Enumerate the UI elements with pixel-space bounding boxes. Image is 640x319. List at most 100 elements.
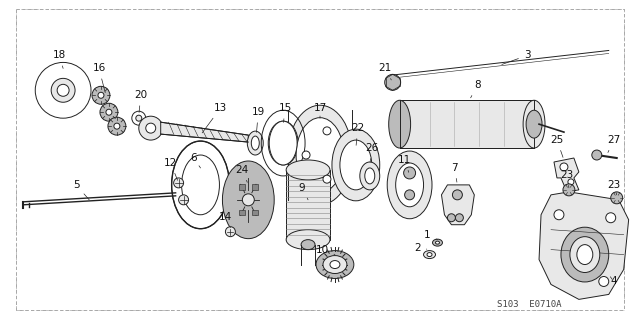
Circle shape xyxy=(108,117,126,135)
Circle shape xyxy=(404,190,415,200)
Text: 1: 1 xyxy=(424,230,438,240)
Text: 22: 22 xyxy=(351,123,364,145)
Text: 17: 17 xyxy=(314,103,326,118)
Ellipse shape xyxy=(433,239,442,246)
Text: 7: 7 xyxy=(451,163,458,182)
Circle shape xyxy=(98,92,104,98)
Text: 5: 5 xyxy=(73,180,89,200)
Polygon shape xyxy=(539,192,628,300)
Ellipse shape xyxy=(323,256,347,273)
Ellipse shape xyxy=(287,105,353,205)
Ellipse shape xyxy=(332,129,380,201)
Ellipse shape xyxy=(570,237,600,272)
Ellipse shape xyxy=(316,251,354,278)
Ellipse shape xyxy=(435,241,440,244)
Ellipse shape xyxy=(247,131,263,155)
Ellipse shape xyxy=(269,121,297,165)
Ellipse shape xyxy=(286,160,330,180)
Text: 11: 11 xyxy=(398,155,412,172)
Ellipse shape xyxy=(577,245,593,264)
Text: 14: 14 xyxy=(219,212,232,228)
Bar xyxy=(252,184,258,190)
Text: 4: 4 xyxy=(611,277,617,286)
Ellipse shape xyxy=(424,251,435,259)
Circle shape xyxy=(447,214,456,222)
Circle shape xyxy=(136,115,142,121)
Circle shape xyxy=(57,84,69,96)
Ellipse shape xyxy=(296,118,344,192)
Circle shape xyxy=(568,179,574,185)
Text: 3: 3 xyxy=(502,50,531,64)
Circle shape xyxy=(173,178,184,188)
Circle shape xyxy=(100,103,118,121)
Circle shape xyxy=(35,63,91,118)
Text: 13: 13 xyxy=(202,103,227,133)
Circle shape xyxy=(385,74,401,90)
Text: 2: 2 xyxy=(414,243,427,253)
Ellipse shape xyxy=(273,128,293,158)
Ellipse shape xyxy=(526,110,542,138)
Text: 20: 20 xyxy=(134,90,147,112)
Text: 9: 9 xyxy=(299,183,308,200)
Circle shape xyxy=(146,123,156,133)
Ellipse shape xyxy=(396,163,424,207)
Ellipse shape xyxy=(268,121,298,165)
Circle shape xyxy=(302,151,310,159)
Text: 12: 12 xyxy=(164,158,177,180)
Ellipse shape xyxy=(182,155,220,215)
Circle shape xyxy=(404,167,415,179)
Circle shape xyxy=(605,213,616,223)
Circle shape xyxy=(92,86,110,104)
Circle shape xyxy=(592,150,602,160)
Circle shape xyxy=(106,109,112,115)
Circle shape xyxy=(563,184,575,196)
Ellipse shape xyxy=(360,162,380,190)
Bar xyxy=(252,210,258,215)
Text: 10: 10 xyxy=(316,245,335,255)
Polygon shape xyxy=(442,185,474,225)
Circle shape xyxy=(611,192,623,204)
Bar xyxy=(239,210,245,215)
Circle shape xyxy=(225,227,236,237)
Text: 6: 6 xyxy=(190,153,200,168)
Circle shape xyxy=(456,214,463,222)
Circle shape xyxy=(132,111,146,125)
Text: 25: 25 xyxy=(550,135,564,157)
Text: 8: 8 xyxy=(470,80,481,98)
Circle shape xyxy=(323,127,331,135)
Circle shape xyxy=(323,175,331,183)
Ellipse shape xyxy=(223,161,274,239)
Polygon shape xyxy=(399,100,534,148)
Ellipse shape xyxy=(286,230,330,249)
Text: 23: 23 xyxy=(607,180,620,195)
Text: 27: 27 xyxy=(607,135,620,152)
Text: 24: 24 xyxy=(236,165,249,182)
Polygon shape xyxy=(161,122,248,142)
Ellipse shape xyxy=(427,253,432,256)
Text: 18: 18 xyxy=(52,50,66,68)
Circle shape xyxy=(51,78,75,102)
Text: 16: 16 xyxy=(92,63,106,93)
Ellipse shape xyxy=(365,168,375,184)
Ellipse shape xyxy=(388,100,411,148)
Circle shape xyxy=(554,210,564,220)
Polygon shape xyxy=(554,158,579,192)
Text: 19: 19 xyxy=(252,107,265,132)
Circle shape xyxy=(139,116,163,140)
Text: 21: 21 xyxy=(378,63,391,80)
Circle shape xyxy=(114,123,120,129)
Circle shape xyxy=(560,163,568,171)
Ellipse shape xyxy=(172,141,229,229)
Text: 26: 26 xyxy=(365,143,378,162)
Circle shape xyxy=(243,194,254,206)
Text: S103  E0710A: S103 E0710A xyxy=(497,300,561,309)
Circle shape xyxy=(599,277,609,286)
Ellipse shape xyxy=(340,140,372,190)
Circle shape xyxy=(179,195,189,205)
Text: 15: 15 xyxy=(278,103,292,122)
Polygon shape xyxy=(286,170,330,240)
Text: 23: 23 xyxy=(560,170,573,188)
Ellipse shape xyxy=(330,261,340,269)
Ellipse shape xyxy=(252,136,259,150)
Ellipse shape xyxy=(387,151,432,219)
